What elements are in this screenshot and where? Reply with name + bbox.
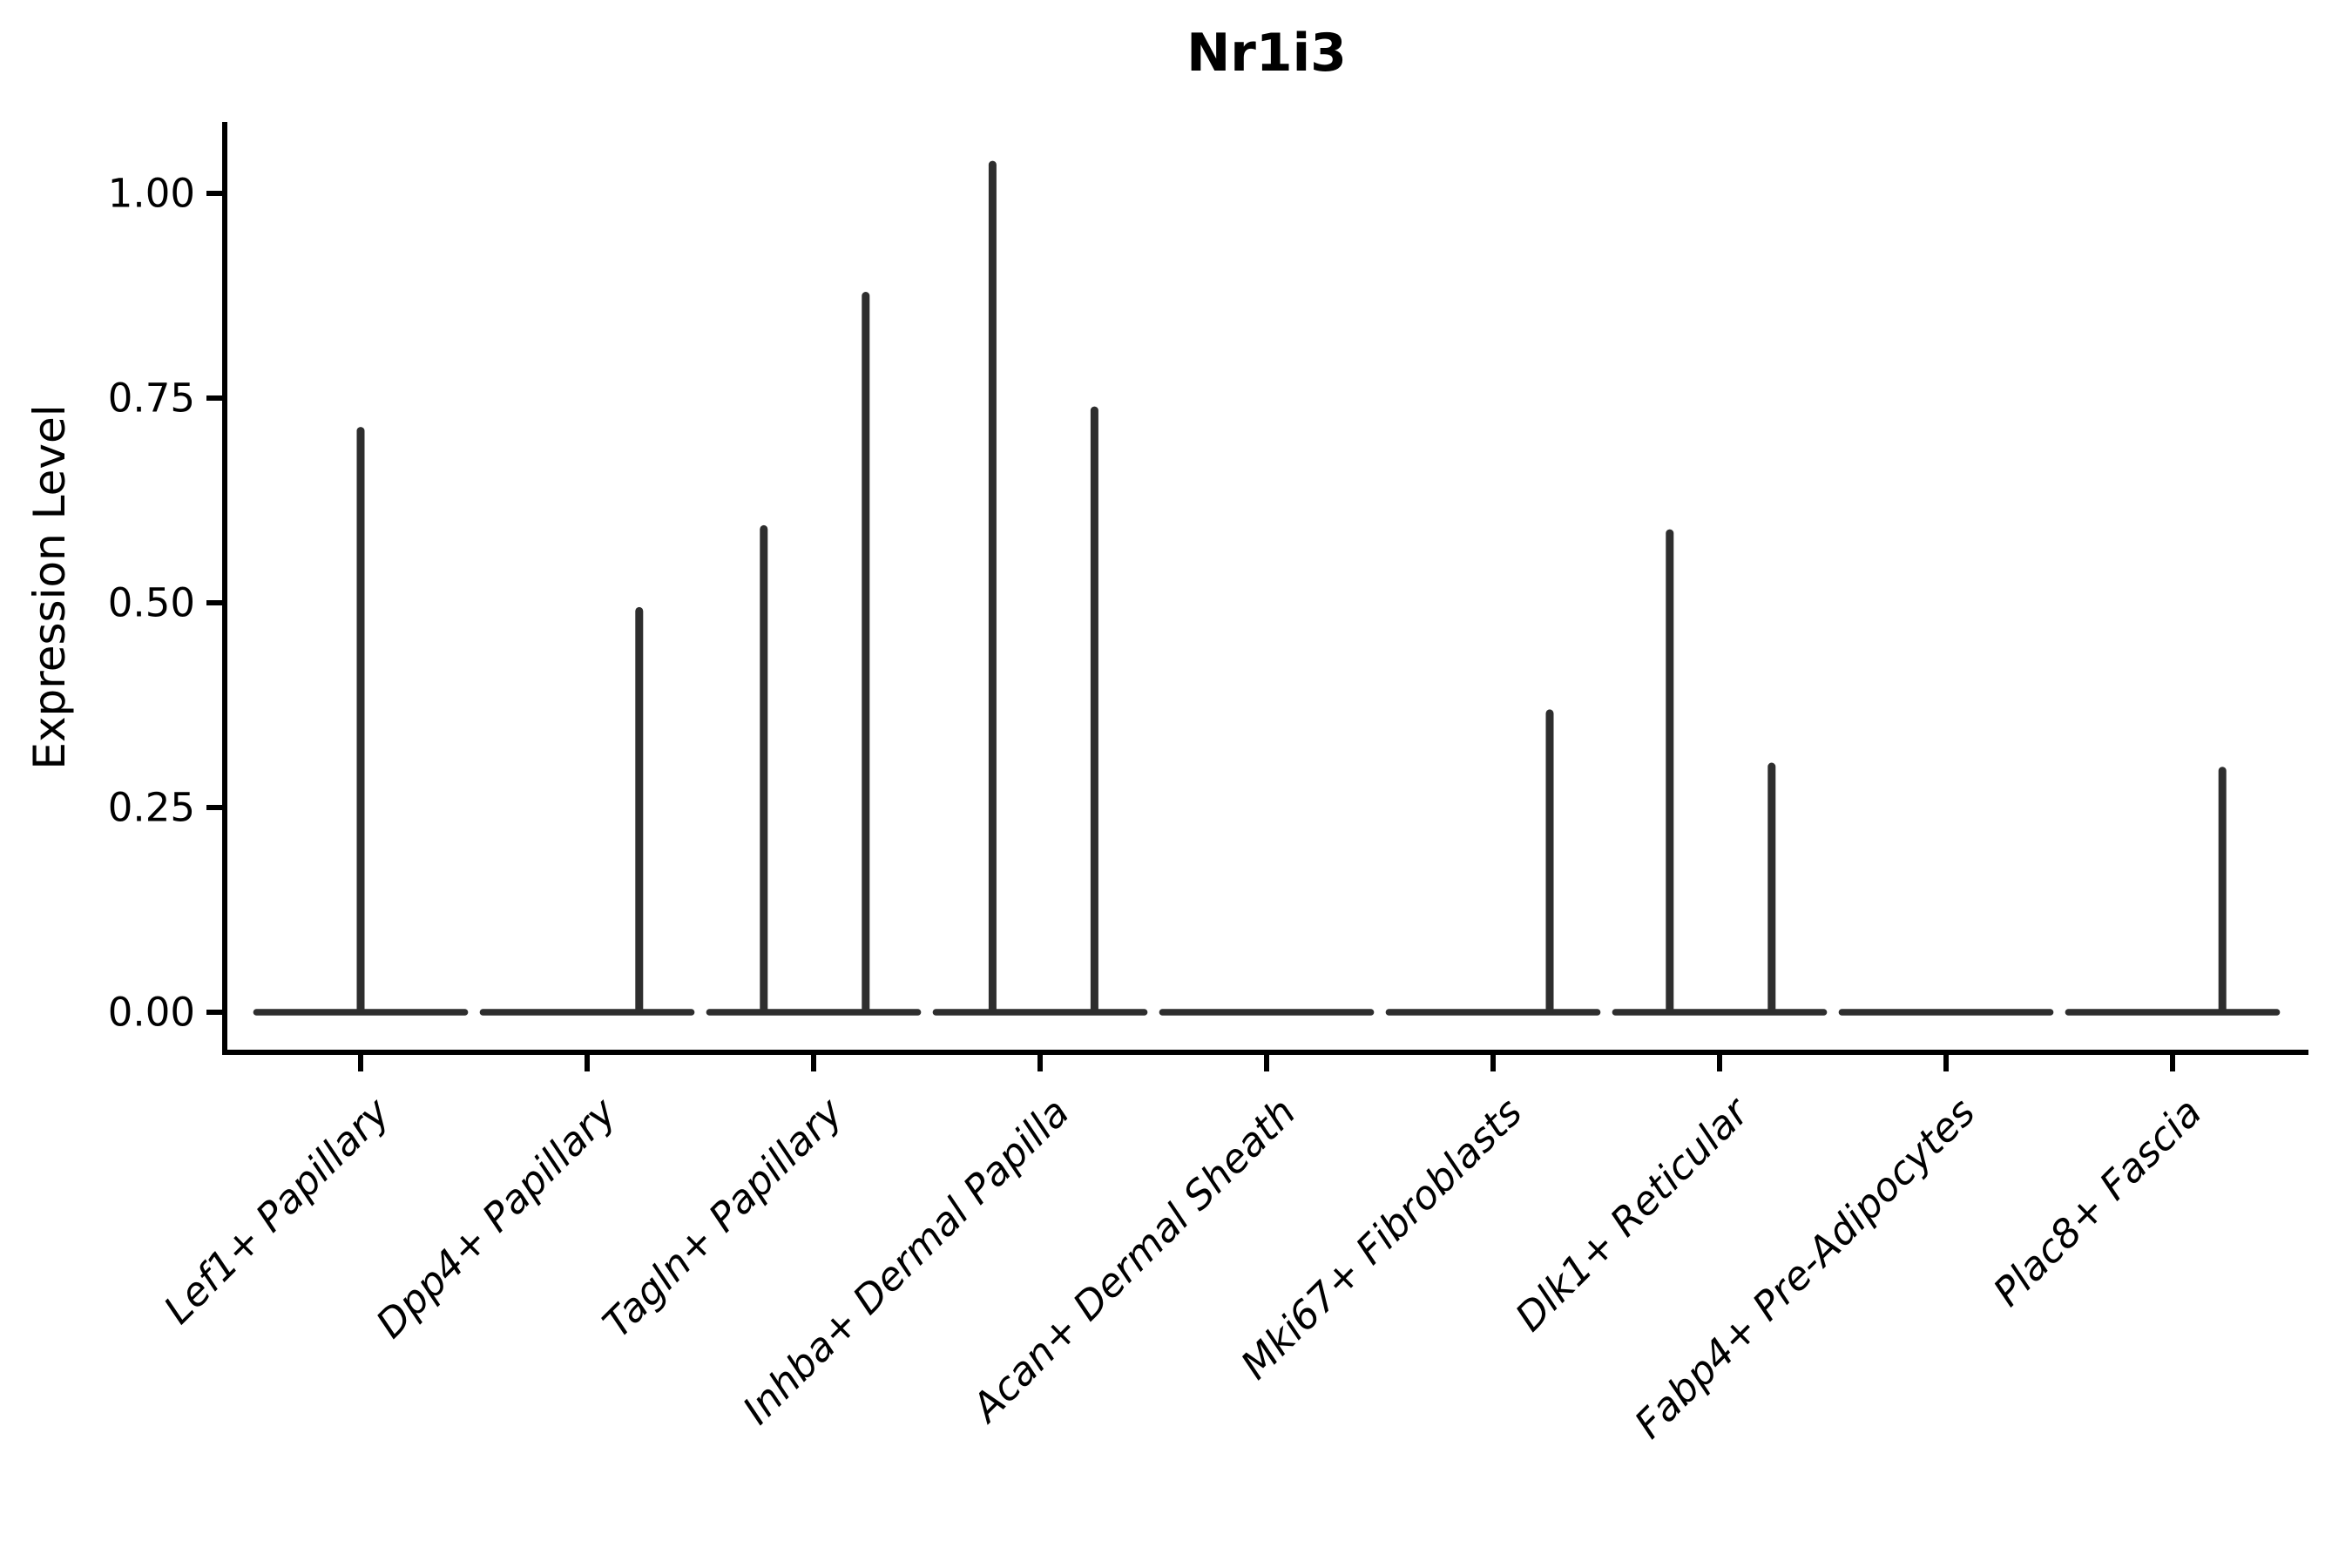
y-tick-label: 0.00 [108, 990, 195, 1036]
y-tick-label: 1.00 [108, 171, 195, 217]
y-tick-label: 0.25 [108, 785, 195, 831]
x-tick-label: Lef1+ Papillary [155, 1088, 400, 1333]
y-tick-label: 0.50 [108, 580, 195, 626]
x-tick-label: Dlk1+ Reticular [1506, 1087, 1759, 1340]
x-tick-label: Dpp4+ Papillary [367, 1088, 625, 1347]
chart-title: Nr1i3 [1186, 23, 1347, 84]
x-tick-label: Plac8+ Fascia [1984, 1089, 2211, 1315]
y-tick-label: 0.75 [108, 375, 195, 422]
x-tick-label: Tagln+ Papillary [594, 1088, 853, 1347]
